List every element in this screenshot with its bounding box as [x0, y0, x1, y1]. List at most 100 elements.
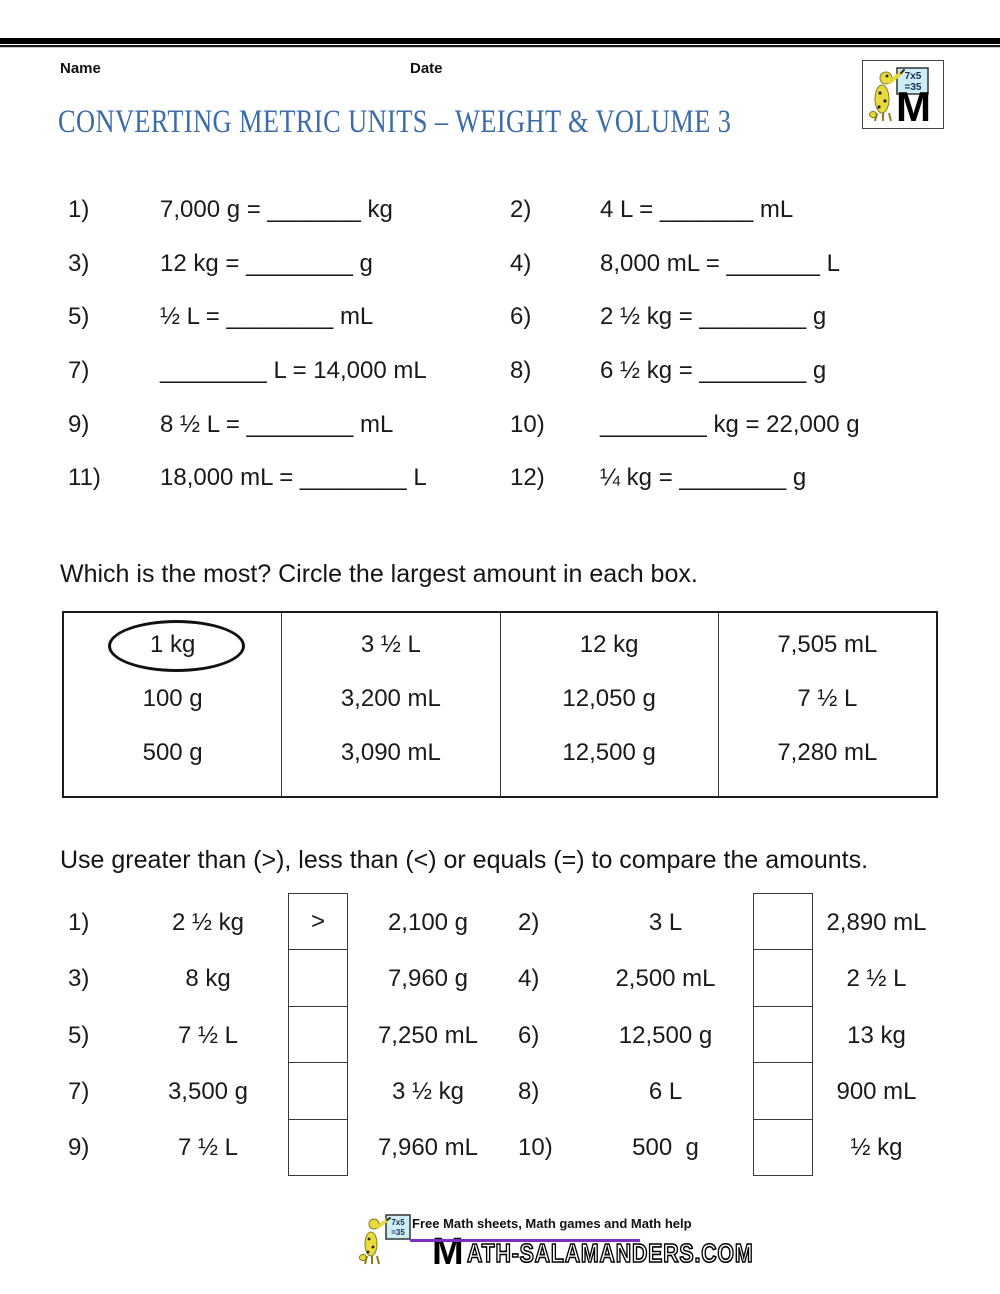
problem-text: 6 ½ kg = ________ g	[600, 357, 827, 384]
conversion-problem: 12) ¼ kg = ________ g	[510, 463, 806, 493]
problem-number: 4)	[510, 250, 532, 277]
problem-number: 9)	[68, 411, 90, 438]
footer-site-name: ATH-SALAMANDERS.COM	[466, 1237, 754, 1269]
conversion-problem: 5) ½ L = ________ mL	[68, 302, 373, 332]
answer-box	[754, 1063, 812, 1120]
left-amount: 2,500 mL	[615, 965, 716, 992]
problem-number: 1)	[68, 196, 90, 223]
conversion-problem: 6) 2 ½ kg = ________ g	[510, 302, 826, 332]
right-amount: ½ kg	[850, 1134, 903, 1161]
table-cell: 7,505 mL	[777, 631, 878, 658]
problem-text: 2 ½ kg = ________ g	[600, 303, 827, 330]
compare-instruction: Use greater than (>), less than (<) or e…	[60, 846, 869, 874]
problem-text: ________ L = 14,000 mL	[160, 357, 427, 384]
right-amount: 2 ½ L	[846, 965, 907, 992]
conversion-problem: 7) ________ L = 14,000 mL	[68, 356, 427, 386]
svg-text:M: M	[896, 83, 931, 126]
answer-box	[289, 1007, 347, 1064]
svg-text:7x5: 7x5	[905, 71, 922, 82]
row-number: 10)	[518, 1134, 553, 1161]
footer-site-m: M	[432, 1231, 464, 1268]
problem-number: 7)	[68, 357, 90, 384]
problem-number: 12)	[510, 464, 545, 491]
table-column: 3 ½ L 3,200 mL 3,090 mL	[282, 613, 501, 796]
left-amount: 3 L	[648, 909, 683, 936]
problem-text: 8,000 mL = _______ L	[600, 250, 840, 277]
right-amount: 7,960 g	[387, 965, 469, 992]
row-number: 5)	[68, 1022, 90, 1049]
row-number: 8)	[518, 1078, 540, 1105]
problem-text: 8 ½ L = ________ mL	[160, 411, 394, 438]
svg-text:7x5: 7x5	[391, 1218, 405, 1227]
name-label: Name	[60, 60, 101, 77]
problem-number: 5)	[68, 303, 90, 330]
left-amount: 7 ½ L	[177, 1022, 239, 1049]
page-title: CONVERTING METRIC UNITS – WEIGHT & VOLUM…	[58, 104, 732, 140]
row-number: 2)	[518, 909, 540, 936]
conversion-problem: 10) ________ kg = 22,000 g	[510, 410, 860, 440]
conversion-problem: 4) 8,000 mL = _______ L	[510, 249, 840, 279]
footer-tagline: Free Math sheets, Math games and Math he…	[412, 1216, 692, 1231]
table-cell: 100 g	[142, 685, 203, 712]
problem-text: 4 L = _______ mL	[600, 196, 794, 223]
table-cell: 12,500 g	[562, 739, 656, 766]
problem-text: 18,000 mL = ________ L	[160, 464, 427, 491]
problem-number: 3)	[68, 250, 90, 277]
left-amount: 500 g	[632, 1134, 699, 1161]
row-number: 6)	[518, 1022, 540, 1049]
table-cell: 12 kg	[579, 631, 639, 658]
date-label: Date	[410, 60, 443, 77]
compare-row: 7) 3,500 g 3 ½ kg 8) 6 L 900 mL	[0, 1077, 1000, 1107]
answer-box	[289, 950, 347, 1007]
right-amount: 3 ½ kg	[391, 1078, 465, 1105]
problem-text: ________ kg = 22,000 g	[600, 411, 860, 438]
compare-row: 3) 8 kg 7,960 g 4) 2,500 mL 2 ½ L	[0, 964, 1000, 994]
top-divider	[0, 38, 1000, 50]
right-amount: 7,250 mL	[377, 1022, 479, 1049]
table-cell: 12,050 g	[562, 685, 656, 712]
problem-number: 8)	[510, 357, 532, 384]
answer-box: >	[289, 894, 347, 951]
left-amount: 7 ½ L	[177, 1134, 239, 1161]
right-amount: 2,100 g	[387, 909, 469, 936]
table-cell: 500 g	[142, 739, 203, 766]
footer: 7x5 =35 M Free Math sheets, Math games a…	[356, 1210, 776, 1280]
answer-box-column: >	[288, 893, 348, 1176]
svg-text:=35: =35	[905, 82, 922, 93]
table-cell: 3,200 mL	[340, 685, 441, 712]
answer-box	[754, 950, 812, 1007]
example-answer-circle	[108, 620, 245, 672]
answer-box	[289, 1120, 347, 1175]
row-number: 1)	[68, 909, 90, 936]
table-cell: 7,280 mL	[777, 739, 878, 766]
compare-row: 9) 7 ½ L 7,960 mL 10) 500 g ½ kg	[0, 1133, 1000, 1163]
salamander-figure	[868, 69, 905, 122]
conversion-problem: 1) 7,000 g = _______ kg	[68, 195, 393, 225]
footer-salamander-figure	[358, 1217, 391, 1265]
table-column: 7,505 mL 7 ½ L 7,280 mL	[719, 613, 936, 796]
svg-text:=35: =35	[391, 1228, 405, 1237]
table-cell: 3,090 mL	[340, 739, 441, 766]
problem-number: 11)	[68, 464, 101, 491]
table-cell: 3 ½ L	[360, 631, 421, 658]
conversion-problem: 2) 4 L = _______ mL	[510, 195, 793, 225]
answer-box	[754, 894, 812, 951]
footer-salamander-logo-icon: 7x5 =35 M	[358, 1214, 464, 1268]
problem-number: 2)	[510, 196, 532, 223]
left-amount: 8 kg	[185, 965, 231, 992]
left-amount: 2 ½ kg	[171, 909, 245, 936]
problem-text: 7,000 g = _______ kg	[160, 196, 393, 223]
right-amount: 900 mL	[836, 1078, 917, 1105]
right-amount: 13 kg	[847, 1022, 906, 1049]
conversion-problem: 9) 8 ½ L = ________ mL	[68, 410, 393, 440]
row-number: 4)	[518, 965, 540, 992]
row-number: 7)	[68, 1078, 90, 1105]
largest-amount-table: 1 kg 100 g 500 g 3 ½ L 3,200 mL 3,090 mL…	[62, 611, 938, 798]
circle-instruction: Which is the most? Circle the largest am…	[60, 560, 698, 588]
table-cell: 7 ½ L	[797, 685, 858, 712]
row-number: 9)	[68, 1134, 90, 1161]
compare-row: 5) 7 ½ L 7,250 mL 6) 12,500 g 13 kg	[0, 1021, 1000, 1051]
table-column: 12 kg 12,050 g 12,500 g	[501, 613, 719, 796]
problem-text: ½ L = ________ mL	[160, 303, 374, 330]
